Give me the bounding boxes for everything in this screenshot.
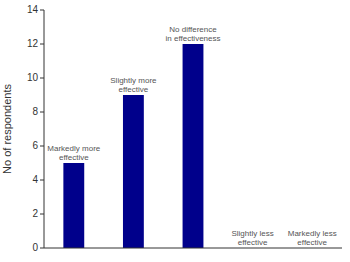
y-tick bbox=[40, 180, 44, 181]
y-tick-label: 12 bbox=[27, 38, 39, 49]
category-label: Markedly moreeffective bbox=[47, 144, 100, 162]
y-tick-label: 8 bbox=[32, 106, 38, 117]
y-tick-label: 0 bbox=[32, 242, 38, 253]
bar bbox=[63, 163, 84, 248]
y-axis-label: No of respondents bbox=[1, 84, 13, 174]
bar bbox=[183, 44, 204, 248]
y-tick-label: 4 bbox=[32, 174, 38, 185]
category-label: No differencein effectiveness bbox=[166, 25, 221, 43]
y-tick-label: 10 bbox=[27, 72, 39, 83]
y-tick bbox=[40, 146, 44, 147]
bar bbox=[123, 95, 144, 248]
y-tick bbox=[40, 44, 44, 45]
x-axis bbox=[44, 248, 342, 249]
y-tick bbox=[40, 10, 44, 11]
y-tick bbox=[40, 248, 44, 249]
chart: 0 2 4 6 8 10 12 14 Markedly moreeffective Slightl… bbox=[0, 0, 350, 262]
y-axis bbox=[44, 10, 45, 248]
category-label: Markedly lesseffective bbox=[288, 229, 337, 247]
y-tick bbox=[40, 112, 44, 113]
y-tick bbox=[40, 214, 44, 215]
category-label: Slightly lesseffective bbox=[231, 229, 273, 247]
y-tick bbox=[40, 78, 44, 79]
y-tick-label: 6 bbox=[32, 140, 38, 151]
y-tick-label: 2 bbox=[32, 208, 38, 219]
category-label: Slightly moreeffective bbox=[110, 76, 157, 94]
y-tick-label: 14 bbox=[27, 4, 39, 15]
